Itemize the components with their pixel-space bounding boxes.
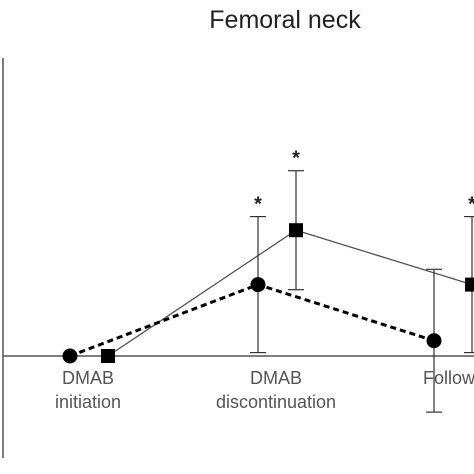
square-significance-mark: * xyxy=(292,148,300,170)
x-tick-label: DMAB discontinuation xyxy=(216,368,336,412)
square-point xyxy=(289,223,303,238)
circle-point xyxy=(250,277,266,293)
circle-point xyxy=(62,348,78,364)
square-significance-mark: * xyxy=(468,194,474,216)
chart-title: Femoral neck xyxy=(209,6,361,34)
circle-significance-mark: * xyxy=(254,194,262,216)
x-tick-label: Follow- xyxy=(423,368,474,388)
square-point xyxy=(101,349,115,363)
plot-area: * * * xyxy=(62,148,474,413)
square-series-line xyxy=(107,229,473,357)
circle-point xyxy=(426,333,442,349)
x-tick-label: DMAB initiation xyxy=(55,368,121,412)
square-point xyxy=(465,277,474,292)
